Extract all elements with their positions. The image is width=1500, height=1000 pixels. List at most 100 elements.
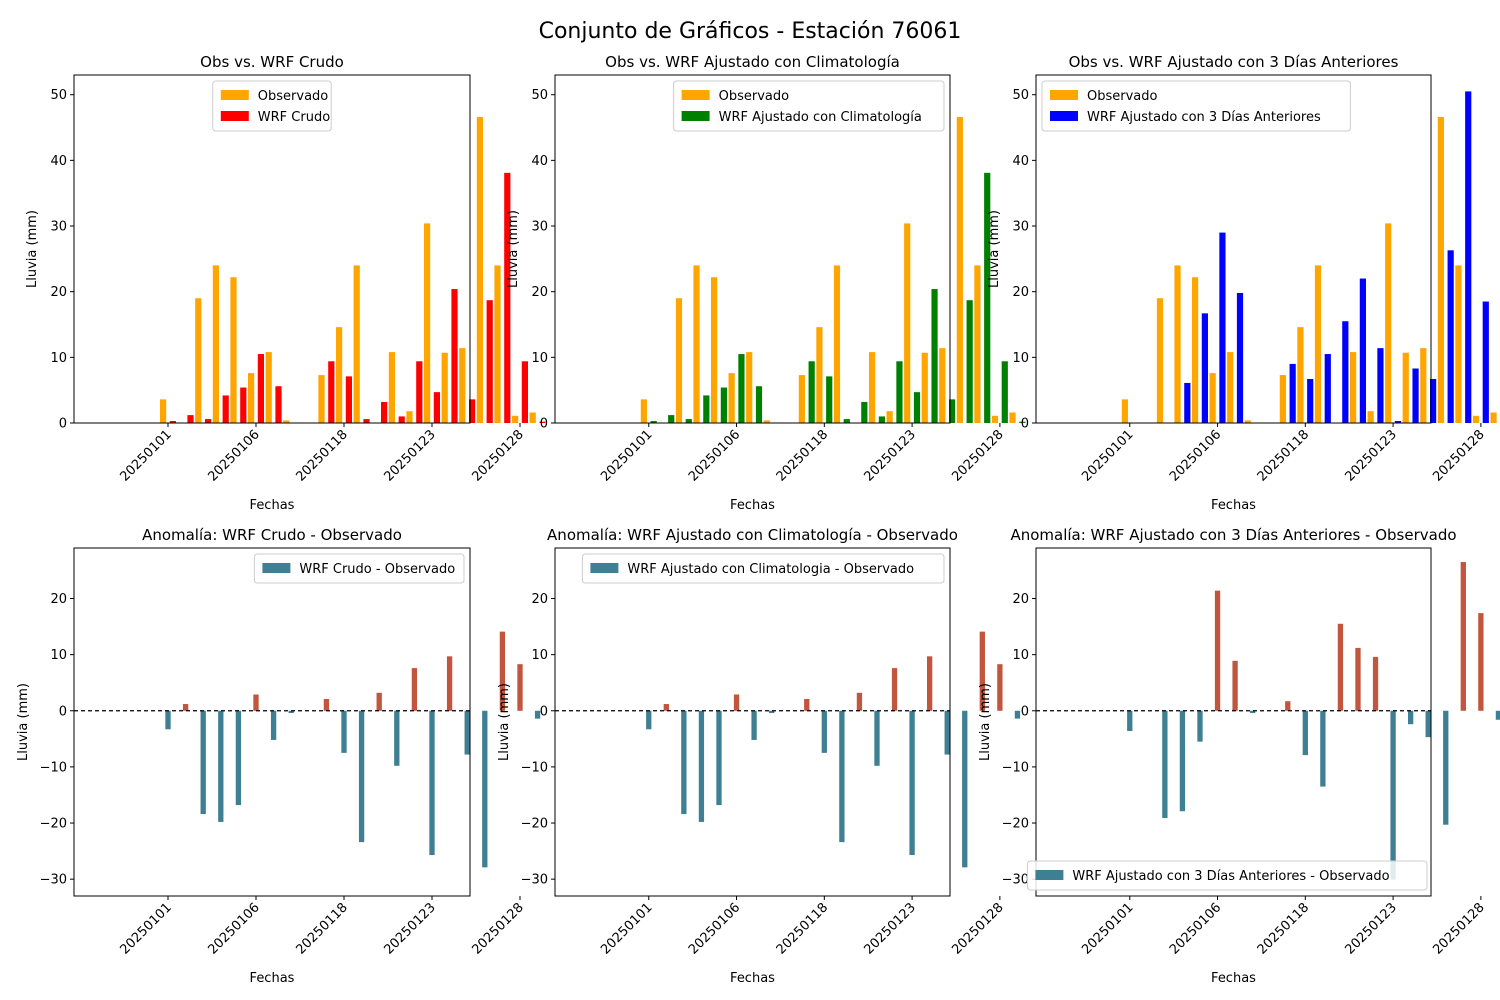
bar-series1-20 (499, 631, 506, 711)
y-tick-label: 10 (531, 648, 548, 663)
bar-series1-18 (1425, 710, 1431, 738)
bar-series1-4 (698, 710, 705, 822)
legend-swatch (681, 111, 710, 121)
y-axis-label: Lluvia (mm) (506, 210, 521, 288)
bar-series1-10 (1285, 701, 1291, 711)
bar-series1-13 (1337, 623, 1344, 711)
bar-series1-12 (353, 265, 360, 423)
chart-title: Obs vs. WRF Ajustado con 3 Días Anterior… (1069, 53, 1399, 71)
bar-series2-2 (668, 415, 675, 423)
y-tick-label: 0 (59, 417, 67, 432)
figure-title: Conjunto de Gráficos - Estación 76061 (539, 19, 962, 44)
y-axis-label: Lluvia (mm) (978, 683, 993, 761)
y-tick-label: 40 (1012, 154, 1029, 169)
bar-series1-8 (283, 420, 290, 423)
bar-series1-16 (904, 223, 911, 423)
legend-label: Observado (1087, 89, 1158, 104)
y-tick-label: 10 (1012, 648, 1029, 663)
bar-series1-19 (1437, 117, 1444, 423)
legend-box (1041, 80, 1351, 132)
bar-series2-5 (1201, 313, 1208, 423)
bar-series2-12 (1324, 354, 1331, 423)
bar-series2-11 (826, 376, 833, 423)
legend-swatch (220, 90, 249, 100)
bar-series1-1 (165, 710, 171, 730)
axes-frame (73, 547, 471, 897)
bar-series2-16 (913, 392, 921, 423)
legend: Observado WRF Ajustado con 3 Días Anterio… (1041, 80, 1351, 132)
bar-series1-19 (962, 710, 968, 868)
bar-series2-6 (1219, 232, 1226, 423)
bar-series1-1 (1121, 399, 1128, 423)
chart-title: Obs vs. WRF Crudo (200, 53, 344, 71)
bar-series2-12 (363, 419, 370, 423)
y-tick-label: 20 (50, 592, 67, 607)
bar-series2-3 (205, 419, 212, 423)
y-tick-label: −10 (1002, 760, 1029, 775)
y-tick-label: 10 (531, 351, 548, 366)
x-axis-label: Fechas (1211, 971, 1256, 986)
bar-series1-10 (804, 698, 810, 711)
legend-swatch (262, 563, 291, 573)
bar-series1-17 (446, 656, 453, 711)
bar-series1-12 (358, 710, 365, 843)
bar-series1-21 (517, 664, 523, 711)
bar-series2-14 (1359, 278, 1366, 423)
bar-series1-11 (341, 710, 347, 753)
y-axis-label: Lluvia (mm) (16, 683, 31, 761)
bar-series1-3 (675, 298, 683, 423)
bar-series1-5 (710, 277, 718, 423)
bar-series1-3 (1156, 298, 1164, 423)
legend: WRF Ajustado con 3 Días Anteriores - Obs… (1026, 860, 1428, 891)
legend-swatch (681, 90, 710, 100)
y-tick-label: 20 (531, 285, 548, 300)
bar-series1-14 (874, 710, 880, 766)
bar-series2-20 (984, 172, 991, 423)
x-axis-label: Fechas (1211, 498, 1256, 513)
bar-series2-4 (703, 395, 710, 423)
bar-series1-6 (248, 373, 255, 423)
bar-series1-5 (230, 277, 237, 423)
bar-series1-13 (376, 692, 382, 711)
bar-series1-22 (529, 412, 536, 423)
bar-series1-17 (921, 352, 928, 423)
bar-series1-2 (182, 704, 189, 711)
bar-series1-13 (856, 692, 863, 711)
bar-series1-22 (1490, 412, 1497, 423)
bar-series1-21 (997, 664, 1003, 711)
bar-series1-7 (1227, 352, 1234, 423)
bar-series1-4 (218, 710, 224, 822)
bar-series2-14 (878, 416, 885, 423)
y-tick-label: 0 (540, 704, 548, 719)
y-tick-label: 30 (1012, 220, 1029, 235)
bar-series1-4 (1174, 265, 1181, 423)
bar-series2-19 (1447, 250, 1454, 423)
bar-series1-1 (160, 399, 167, 423)
bar-series1-20 (1460, 562, 1466, 711)
bar-series1-17 (927, 656, 933, 711)
legend: WRF Crudo - Observado (253, 553, 465, 584)
y-axis-label: Lluvia (mm) (497, 683, 512, 761)
x-axis-label: Fechas (250, 498, 295, 513)
bar-series2-13 (861, 401, 868, 423)
bar-series1-7 (746, 352, 753, 423)
bar-series1-21 (1478, 613, 1484, 711)
chart-title: Anomalía: WRF Ajustado con 3 Días Anteri… (1010, 526, 1456, 544)
bar-series1-20 (1455, 265, 1462, 423)
bar-series1-4 (212, 265, 219, 423)
y-tick-label: 30 (531, 220, 548, 235)
chart-title: Anomalía: WRF Crudo - Observado (142, 526, 402, 544)
bar-series2-19 (966, 300, 973, 423)
x-axis-label: Fechas (730, 971, 775, 986)
bar-series1-12 (839, 710, 845, 843)
bar-series2-7 (275, 386, 282, 423)
bar-series1-5 (1197, 710, 1203, 742)
bar-series1-12 (1320, 710, 1326, 787)
bar-series1-14 (868, 352, 876, 423)
bar-series1-17 (441, 352, 448, 423)
bar-series1-7 (265, 352, 272, 423)
y-tick-label: −30 (40, 873, 67, 888)
bar-series2-10 (1289, 363, 1296, 423)
